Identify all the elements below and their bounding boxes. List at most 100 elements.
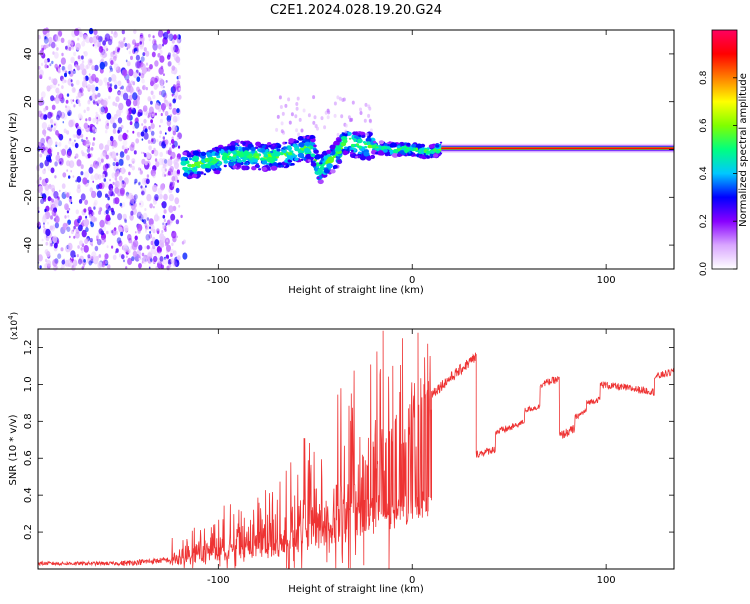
spectrogram-noise-blob xyxy=(80,133,84,138)
spectrogram-noise-blob xyxy=(135,51,138,55)
spectrogram-noise-blob xyxy=(41,96,44,101)
spectrogram-signal-blob xyxy=(353,138,357,141)
spectrogram-noise-blob xyxy=(61,259,66,265)
spectrogram-signal-blob xyxy=(319,160,323,163)
spectrogram-signal-blob xyxy=(196,174,201,178)
spectrogram-noise-blob xyxy=(159,79,165,87)
spectrogram-noise-blob xyxy=(98,45,104,53)
spectrogram-noise-blob xyxy=(46,58,50,63)
spectrogram-noise-blob xyxy=(149,226,151,229)
spectrogram-signal-blob xyxy=(307,113,311,118)
spectrogram-noise-blob xyxy=(138,167,141,171)
spectrogram-noise-blob xyxy=(96,116,99,120)
spectrogram-signal-blob xyxy=(266,156,273,163)
spectrogram-noise-blob xyxy=(86,143,90,147)
spectrogram-noise-blob xyxy=(152,35,155,39)
spectrogram-noise-blob xyxy=(94,64,99,72)
spectrogram-noise-blob xyxy=(99,61,106,70)
spectrogram-signal-blob xyxy=(309,135,315,139)
spectrogram-noise-blob xyxy=(175,187,180,194)
spectrogram-noise-blob xyxy=(112,140,118,148)
spectrogram-noise-blob xyxy=(162,225,165,230)
spectrogram-noise-blob xyxy=(106,81,110,86)
spectrogram-signal-blob xyxy=(361,150,365,153)
spectrogram-signal-blob xyxy=(281,111,285,116)
spectrogram-noise-blob xyxy=(177,34,181,40)
spectrogram-noise-blob xyxy=(103,45,108,53)
spectrogram-noise-blob xyxy=(102,149,108,157)
spectrogram-noise-blob xyxy=(89,238,93,242)
spectrogram-noise-blob xyxy=(169,114,173,118)
spectrogram-noise-blob xyxy=(80,164,84,170)
spectrogram-noise-blob xyxy=(61,66,66,73)
spectrogram-x-ticks: -100 0 100 xyxy=(207,30,616,286)
spectrogram-signal-blob xyxy=(336,138,342,143)
spectrogram-noise-blob xyxy=(69,138,72,142)
spectrogram-noise-blob xyxy=(119,151,125,158)
spectrogram-noise-blob xyxy=(134,235,138,241)
spectrogram-noise-blob xyxy=(110,30,114,35)
spectrogram-noise-blob xyxy=(150,123,155,130)
spectrogram-noise-blob xyxy=(137,111,142,118)
spectrogram-signal-blob xyxy=(200,151,207,157)
spectrogram-noise-blob xyxy=(81,152,85,157)
spectrogram-noise-blob xyxy=(165,100,168,103)
spectrogram-signal-blob xyxy=(297,136,304,141)
spectrogram-noise-blob xyxy=(84,152,88,158)
spectrogram-noise-blob xyxy=(165,222,168,226)
spectrogram-noise-blob xyxy=(120,125,124,129)
spectrogram-noise-blob xyxy=(84,199,88,206)
spectrogram-signal-blob xyxy=(305,153,312,159)
spectrogram-noise-blob xyxy=(125,194,129,199)
spectrogram-noise-blob xyxy=(139,41,142,45)
spectrogram-noise-blob xyxy=(140,72,145,79)
spectrogram-noise-blob xyxy=(93,29,98,36)
snr-y-tick-label: 0.2 xyxy=(23,524,34,540)
spectrogram-y-ticks: -40 -20 0 20 40 xyxy=(23,48,674,253)
spectrogram-noise-blob xyxy=(133,194,138,200)
spectrogram-noise-blob xyxy=(49,239,52,243)
spectrogram-noise-blob xyxy=(79,32,83,38)
spectrogram-noise-blob xyxy=(101,262,105,268)
spectrogram-y-tick-label: 40 xyxy=(23,48,34,61)
spectrogram-signal-blob xyxy=(369,128,373,133)
snr-x-label: Height of straight line (km) xyxy=(288,584,424,595)
spectrogram-noise-blob xyxy=(176,169,180,174)
spectrogram-signal-blob xyxy=(218,148,222,151)
spectrogram-signal-blob xyxy=(313,115,317,120)
spectrogram-noise-blob xyxy=(171,176,176,182)
spectrogram-noise-blob xyxy=(138,263,142,269)
spectrogram-noise-blob xyxy=(172,53,176,57)
spectrogram-noise-blob xyxy=(133,29,137,35)
spectrogram-noise-blob xyxy=(136,131,141,138)
spectrogram-signal-blob xyxy=(366,141,371,145)
snr-x-tick-label: 0 xyxy=(409,575,415,586)
spectrogram-noise-blob xyxy=(108,86,113,93)
spectrogram-noise-blob xyxy=(163,209,167,214)
spectrogram-noise-blob xyxy=(68,147,71,151)
spectrogram-signal-blob xyxy=(300,158,304,161)
spectrogram-noise-blob xyxy=(39,49,44,57)
spectrogram-noise-blob xyxy=(45,177,49,184)
spectrogram-noise-blob xyxy=(113,79,118,86)
spectrogram-noise-blob xyxy=(171,242,174,247)
spectrogram-noise-blob xyxy=(136,131,140,136)
spectrogram-signal-blob xyxy=(294,114,298,119)
spectrogram-signal-blob xyxy=(327,156,335,162)
spectrogram-noise-blob xyxy=(148,106,154,114)
spectrogram-noise-blob xyxy=(163,97,167,102)
spectrogram-noise-blob xyxy=(152,42,158,51)
spectrogram-signal-blob xyxy=(367,113,371,118)
spectrogram-noise-blob xyxy=(86,179,90,184)
spectrogram-signal-blob xyxy=(244,150,249,154)
spectrogram-noise-blob xyxy=(61,65,65,71)
spectrogram-signal-blob xyxy=(192,150,200,156)
spectrogram-signal-blob xyxy=(383,149,388,153)
spectrogram-noise-blob xyxy=(115,96,120,103)
spectrogram-noise-blob xyxy=(111,228,117,236)
spectrogram-noise-blob xyxy=(133,71,138,79)
spectrogram-noise-blob xyxy=(47,111,52,119)
spectrogram-noise-blob xyxy=(105,260,108,265)
spectrogram-signal-blob xyxy=(365,137,372,143)
spectrogram-noise-blob xyxy=(132,99,138,107)
